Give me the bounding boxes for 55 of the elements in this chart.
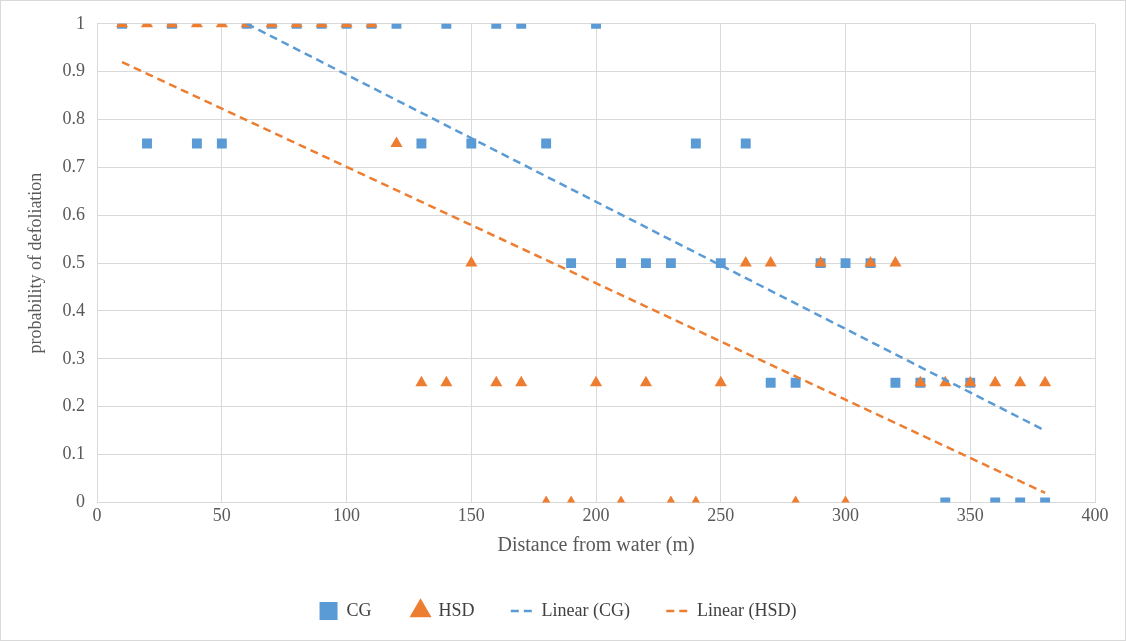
x-tick-label: 350 — [956, 504, 984, 525]
y-tick-label: 0.7 — [62, 156, 86, 177]
point — [541, 138, 552, 149]
y-tick-label: 0.9 — [62, 60, 86, 81]
point — [566, 258, 577, 269]
point — [639, 375, 653, 387]
point — [216, 138, 227, 149]
x-tick-label: 50 — [212, 504, 231, 525]
x-tick-label: 250 — [707, 504, 735, 525]
x-tick-label: 400 — [1081, 504, 1109, 525]
point — [641, 258, 651, 269]
point — [739, 256, 752, 267]
y-axis-title: probability of defoliation — [24, 172, 45, 354]
legend-label: CG — [346, 599, 372, 620]
point — [714, 375, 727, 387]
legend-label: Linear (HSD) — [697, 599, 797, 621]
point — [765, 377, 776, 388]
x-tick-label: 100 — [333, 504, 361, 525]
point — [616, 258, 626, 269]
x-tick-label: 150 — [457, 504, 485, 525]
point — [790, 377, 801, 388]
y-tick-label: 0.2 — [62, 395, 86, 416]
y-tick-label: 1 — [76, 12, 86, 33]
point — [1014, 375, 1027, 387]
point — [989, 375, 1002, 387]
point — [1039, 375, 1052, 387]
point — [416, 138, 427, 149]
y-tick-label: 0.3 — [62, 347, 86, 368]
point — [665, 258, 676, 269]
y-tick-label: 0.8 — [62, 108, 86, 129]
x-tick-label: 300 — [832, 504, 860, 525]
y-tick-label: 0.6 — [62, 203, 86, 224]
point — [690, 138, 701, 149]
y-tick-label: 0.5 — [62, 251, 86, 272]
x-tick-label: 200 — [582, 504, 610, 525]
point — [764, 256, 777, 267]
point — [840, 258, 851, 269]
x-tick-label: 0 — [92, 504, 102, 525]
point — [191, 138, 202, 149]
point — [490, 375, 503, 387]
point — [440, 375, 453, 387]
legend-label: Linear (CG) — [541, 599, 631, 621]
point — [890, 377, 901, 388]
point — [465, 256, 478, 267]
point — [889, 256, 902, 267]
point — [142, 138, 152, 149]
y-tick-label: 0 — [76, 491, 86, 512]
point — [515, 375, 528, 387]
point — [740, 138, 751, 149]
point — [589, 375, 603, 387]
x-axis-title: Distance from water (m) — [497, 533, 695, 557]
y-tick-label: 0.1 — [62, 443, 86, 464]
y-tick-label: 0.4 — [62, 299, 86, 320]
point — [415, 375, 428, 387]
legend-label: HSD — [438, 599, 475, 620]
